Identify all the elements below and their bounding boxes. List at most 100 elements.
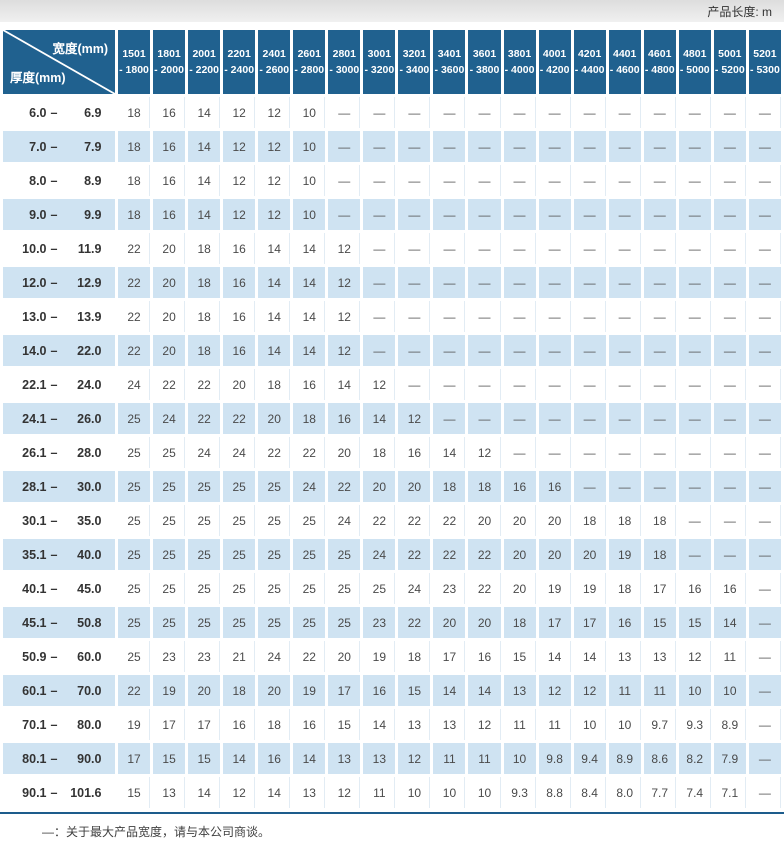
max-length-cell: — [398,301,431,332]
width-range-header: 2401- 2600 [258,30,291,94]
max-length-cell: 20 [468,607,501,638]
max-length-cell: 11 [643,675,676,706]
max-length-cell: — [398,267,431,298]
max-length-cell: — [608,403,641,434]
max-length-cell: 18 [433,471,466,502]
max-length-cell: — [573,403,606,434]
max-length-cell: 25 [328,539,361,570]
width-range-header: 4001- 4200 [538,30,571,94]
max-length-cell: — [608,131,641,162]
max-length-cell: 14 [223,743,256,774]
max-length-cell: — [678,131,711,162]
thickness-range-label: 22.1–24.0 [3,369,115,400]
max-length-cell: 25 [188,505,221,536]
width-range-header: 3401- 3600 [433,30,466,94]
max-length-cell: 17 [573,607,606,638]
max-length-cell: 20 [538,505,571,536]
max-length-cell: 24 [258,641,291,672]
max-length-cell: 20 [573,539,606,570]
max-length-cell: 19 [363,641,396,672]
max-length-cell: — [748,777,781,808]
max-length-cell: 16 [363,675,396,706]
max-length-cell: 16 [153,165,186,196]
max-length-cell: 14 [328,369,361,400]
table-body: 6.0–6.9 18 16 14 12 12 10— — — — — — — — — — — — —7.0–7.9 1… [3,97,781,808]
max-length-cell: 14 [363,709,396,740]
max-length-cell: 20 [363,471,396,502]
table-row: 9.0–9.9 18 16 14 12 12 10— — — — — — — — — — — — — [3,199,781,230]
max-length-cell: 9.8 [538,743,571,774]
max-length-cell: — [713,335,746,366]
topbar: 产品长度: m [0,0,784,22]
max-length-cell: — [608,437,641,468]
max-length-cell: 14 [363,403,396,434]
max-length-cell: — [748,743,781,774]
width-range-header: 2801- 3000 [328,30,361,94]
max-length-cell: 22 [398,539,431,570]
max-length-cell: — [748,267,781,298]
max-length-cell: — [678,267,711,298]
max-length-cell: 16 [223,267,256,298]
max-length-cell: — [608,335,641,366]
max-length-cell: 25 [153,505,186,536]
max-length-cell: — [713,267,746,298]
max-length-cell: 18 [188,335,221,366]
max-length-cell: 10 [573,709,606,740]
max-length-cell: 10 [433,777,466,808]
max-length-cell: — [713,131,746,162]
max-length-cell: 14 [188,131,221,162]
max-length-cell: 17 [538,607,571,638]
max-length-cell: 18 [608,573,641,604]
max-length-cell: 14 [573,641,606,672]
max-length-cell: 14 [433,437,466,468]
max-length-cell: 23 [188,641,221,672]
corner-cell: 宽度(mm) 厚度(mm) [3,30,115,94]
max-length-cell: — [363,131,396,162]
max-length-cell: — [503,267,536,298]
max-length-cell: — [468,165,501,196]
max-length-cell: 22 [398,505,431,536]
max-length-cell: — [433,301,466,332]
max-length-cell: 10 [293,131,326,162]
max-length-cell: — [328,165,361,196]
max-length-cell: 12 [328,777,361,808]
max-length-cell: — [433,199,466,230]
max-length-cell: 16 [538,471,571,502]
max-length-cell: 13 [328,743,361,774]
max-length-cell: 25 [363,573,396,604]
max-length-cell: — [538,97,571,128]
max-length-cell: — [538,233,571,264]
max-length-cell: — [538,335,571,366]
max-length-cell: 15 [153,743,186,774]
max-length-cell: 25 [118,471,151,502]
max-length-cell: — [503,369,536,400]
max-length-cell: 25 [258,505,291,536]
max-length-cell: 25 [223,505,256,536]
max-length-cell: 14 [258,301,291,332]
thickness-axis-label: 厚度(mm) [10,71,66,85]
max-length-cell: — [538,199,571,230]
max-length-cell: — [363,267,396,298]
max-length-cell: 14 [188,777,221,808]
max-length-cell: 12 [328,335,361,366]
max-length-cell: 7.7 [643,777,676,808]
max-length-cell: 13 [398,709,431,740]
max-length-cell: — [468,199,501,230]
max-length-cell: 19 [293,675,326,706]
max-length-cell: 10 [713,675,746,706]
max-length-cell: — [643,301,676,332]
width-range-header: 3201- 3400 [398,30,431,94]
max-length-cell: 9.7 [643,709,676,740]
thickness-range-label: 60.1–70.0 [3,675,115,706]
max-length-cell: — [538,301,571,332]
max-length-cell: 12 [223,199,256,230]
max-length-cell: — [608,369,641,400]
max-length-cell: 16 [328,403,361,434]
max-length-cell: 15 [643,607,676,638]
max-length-cell: — [678,471,711,502]
table-row: 24.1–26.0 25 24 22 22 20 18 16 14 12— — — — — — — — — — [3,403,781,434]
max-length-cell: — [608,165,641,196]
max-length-cell: — [748,607,781,638]
max-length-cell: 8.9 [608,743,641,774]
max-length-cell: 18 [118,97,151,128]
